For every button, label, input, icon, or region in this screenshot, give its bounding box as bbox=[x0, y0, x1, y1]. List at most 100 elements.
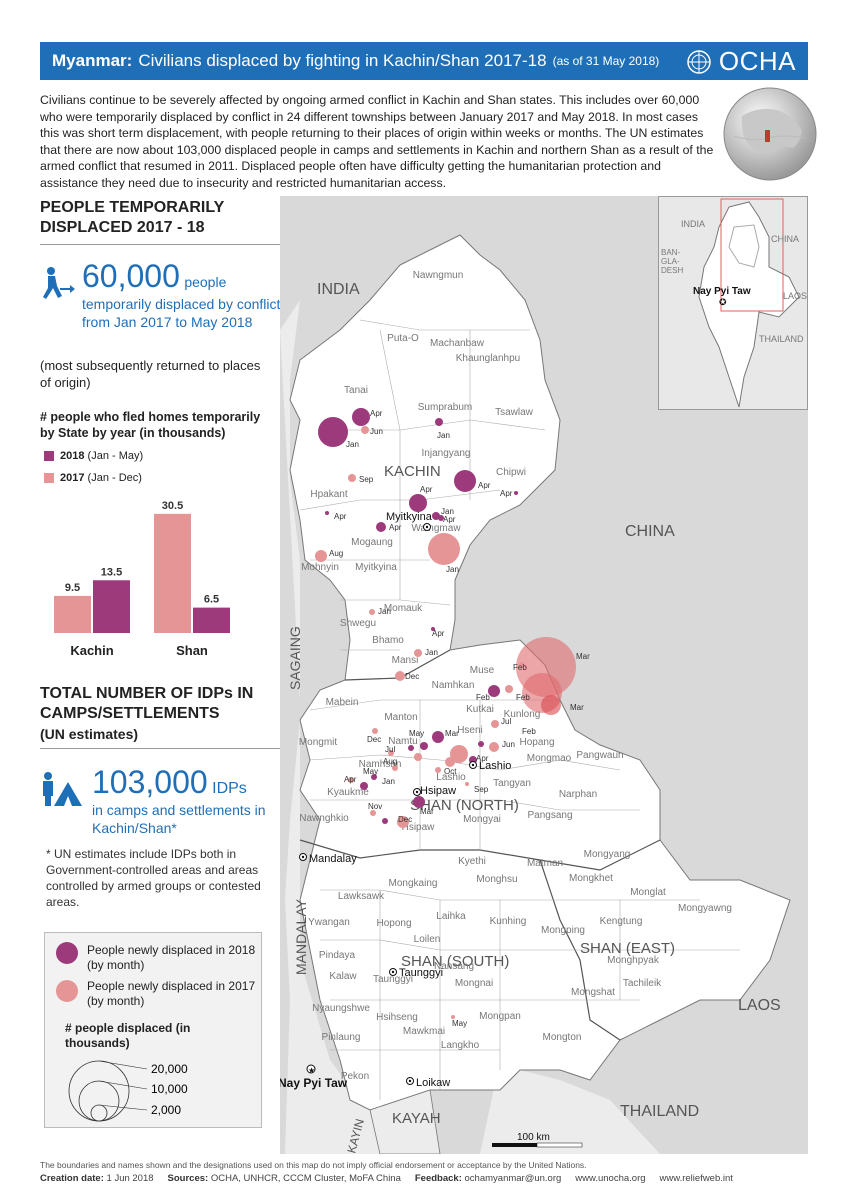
township-mansi: Mansi bbox=[392, 655, 419, 666]
svg-text:Mar: Mar bbox=[570, 703, 584, 712]
svg-text:May: May bbox=[363, 767, 378, 776]
township-machanbaw: Machanbaw bbox=[430, 338, 485, 349]
circle-apr-2 bbox=[438, 515, 444, 521]
svg-text:Feb: Feb bbox=[513, 663, 527, 672]
township-taunggyi: Taunggyi bbox=[373, 974, 413, 985]
township-mongyai: Mongyai bbox=[463, 814, 501, 825]
disclaimer: The boundaries and names shown and the d… bbox=[40, 1160, 587, 1170]
svg-text:Dec: Dec bbox=[398, 815, 412, 824]
inset-map: INDIA CHINA BAN- GLA- DESH LAOS THAILAND… bbox=[658, 196, 808, 410]
circle-kyaukme bbox=[360, 782, 368, 790]
divider bbox=[40, 244, 280, 245]
township-mongton: Mongton bbox=[543, 1032, 582, 1043]
circle-waingmaw-jan bbox=[428, 533, 460, 565]
township-mongkhet: Mongkhet bbox=[569, 873, 613, 884]
svg-text:Jul: Jul bbox=[385, 745, 395, 754]
circle-mongmit-dec bbox=[372, 728, 378, 734]
township-tanai: Tanai bbox=[344, 385, 368, 396]
township-ywangan: Ywangan bbox=[308, 917, 350, 928]
svg-text:Feb: Feb bbox=[476, 693, 490, 702]
circle-tanai-apr bbox=[352, 408, 370, 426]
svg-text:May: May bbox=[409, 729, 424, 738]
township-lashio: Lashio bbox=[436, 772, 466, 783]
circle-nov bbox=[370, 810, 376, 816]
circle-hseni bbox=[478, 741, 484, 747]
intro-paragraph: Civilians continue to be severely affect… bbox=[40, 93, 714, 190]
circle-oct bbox=[435, 767, 441, 773]
township-pangsang: Pangsang bbox=[527, 810, 572, 821]
township-monglat: Monglat bbox=[630, 887, 666, 898]
legend-2017: 2017 (Jan - Dec) bbox=[44, 472, 142, 484]
circle-jul bbox=[491, 720, 499, 728]
category-label-shan: Shan bbox=[176, 643, 208, 658]
svg-text:Jan: Jan bbox=[382, 777, 395, 786]
legend-2017-sub: (Jan - Dec) bbox=[87, 472, 142, 484]
idp-unit: IDPs bbox=[212, 780, 247, 797]
map-legend: People newly displaced in 2018 (by month… bbox=[44, 932, 262, 1128]
legend-swatch-2018 bbox=[44, 451, 54, 461]
region-label-sagaing: SAGAING bbox=[287, 626, 303, 690]
circle-apr-4 bbox=[431, 627, 435, 631]
state-label-kachin: KACHIN bbox=[384, 463, 441, 480]
svg-text:DESH: DESH bbox=[661, 266, 683, 275]
svg-text:Mar: Mar bbox=[576, 652, 590, 661]
township-tangyan: Tangyan bbox=[493, 778, 531, 789]
circle-lashio-2 bbox=[445, 757, 455, 767]
township-mongmit: Mongmit bbox=[299, 737, 338, 748]
city-lashio: Lashio bbox=[479, 760, 511, 772]
township-nawngmun: Nawngmun bbox=[413, 270, 464, 281]
township-mabein: Mabein bbox=[326, 697, 359, 708]
bar-chart: 9.5 13.5 Kachin 30.5 6.5 Shan bbox=[54, 500, 230, 658]
circle-aug bbox=[392, 765, 398, 771]
svg-text:Dec: Dec bbox=[405, 672, 419, 681]
svg-text:Apr: Apr bbox=[500, 489, 513, 498]
circle-lashio-1 bbox=[450, 745, 468, 763]
township-kunlong: Kunlong bbox=[504, 709, 541, 720]
divider bbox=[40, 748, 280, 749]
sources: Sources: OCHA, UNHCR, CCCM Cluster, MoFA… bbox=[167, 1173, 401, 1184]
myanmar-other-regions bbox=[280, 300, 660, 1154]
legend-size-circles: 20,000 10,000 2,000 bbox=[68, 1060, 188, 1122]
township-matman: Matman bbox=[527, 858, 563, 869]
svg-text:Jan: Jan bbox=[437, 431, 450, 440]
township-kalaw: Kalaw bbox=[329, 971, 357, 982]
svg-text:✪: ✪ bbox=[719, 297, 727, 307]
circle-shwegu-jan bbox=[369, 609, 375, 615]
township-hseni: Hseni bbox=[457, 725, 483, 736]
township-pinlaung: Pinlaung bbox=[322, 1032, 361, 1043]
township-injangyang: Injangyang bbox=[422, 448, 471, 459]
circle-jun bbox=[489, 742, 499, 752]
idp-stat: 103,000 IDPs in camps and settlements in… bbox=[92, 764, 282, 837]
idp-number: 103,000 bbox=[92, 764, 208, 800]
svg-text:Nov: Nov bbox=[368, 802, 382, 811]
township-mongshat: Mongshat bbox=[571, 987, 615, 998]
township-tsawlaw: Tsawlaw bbox=[495, 407, 534, 418]
legend-2017-label: 2017 bbox=[60, 472, 85, 484]
township-nyaungshwe: Nyaungshwe bbox=[312, 1003, 370, 1014]
tent-person-icon bbox=[40, 770, 84, 815]
circle-dec-2 bbox=[397, 816, 409, 828]
svg-text:Feb: Feb bbox=[522, 727, 536, 736]
township-pangwaun: Pangwaun bbox=[576, 750, 623, 761]
svg-text:Sep: Sep bbox=[474, 785, 489, 794]
circle-feb bbox=[505, 685, 513, 693]
township-puta-o: Puta-O bbox=[387, 333, 419, 344]
city-labels: Myitkyina Lashio Hsipaw Mandalay Taunggy… bbox=[280, 511, 511, 1090]
township-mongmao: Mongmao bbox=[527, 753, 572, 764]
township-waingmaw: Waingmaw bbox=[411, 523, 461, 534]
site-unocha[interactable]: www.unocha.org bbox=[575, 1173, 646, 1184]
circle-may bbox=[371, 774, 377, 780]
township-monghsu: Monghsu bbox=[476, 874, 517, 885]
township-pindaya: Pindaya bbox=[319, 950, 356, 961]
circle-sumprabum bbox=[435, 418, 443, 426]
kayah-area bbox=[369, 1089, 441, 1154]
circle-nawnghkio bbox=[382, 818, 388, 824]
locator-globe-icon bbox=[723, 87, 817, 181]
township-khaunglanhpu: Khaunglanhpu bbox=[456, 353, 521, 364]
bar-label-shan-0: 30.5 bbox=[162, 500, 183, 512]
township-muse: Muse bbox=[470, 665, 495, 676]
footer-credits: Creation date: 1 Jun 2018 Sources: OCHA,… bbox=[40, 1173, 820, 1184]
site-reliefweb[interactable]: www.reliefweb.int bbox=[659, 1173, 733, 1184]
circle-apr-3 bbox=[325, 511, 329, 515]
township-kunhing: Kunhing bbox=[490, 916, 527, 927]
